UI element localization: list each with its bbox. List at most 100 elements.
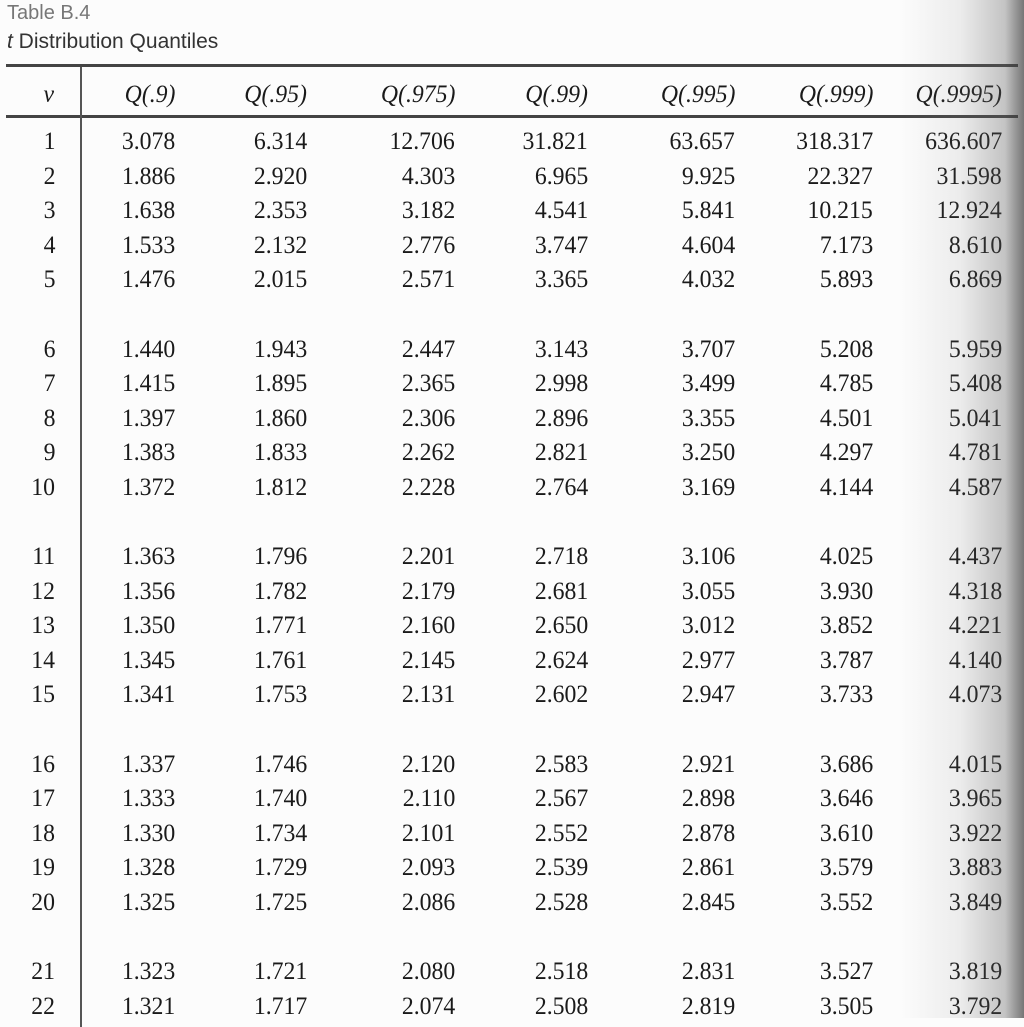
cell-q-0-975: 4.303 xyxy=(401,162,455,190)
cell-q-0-9995: 4.015 xyxy=(948,750,1002,778)
cell-q-0-999: 3.852 xyxy=(819,612,873,640)
cell-q-0-9: 1.363 xyxy=(121,543,175,570)
cell-q-0-99: 2.624 xyxy=(534,646,588,674)
cell-q-0-995: 3.707 xyxy=(681,335,735,363)
cell-q-0-95: 1.729 xyxy=(253,854,307,882)
cell-q-0-99: 31.821 xyxy=(522,128,588,155)
cell-q-0-9: 1.328 xyxy=(121,854,175,882)
cell-q-0-999: 3.610 xyxy=(819,819,873,847)
cell-q-0-95: 1.796 xyxy=(253,543,307,570)
cell-q-0-999: 3.579 xyxy=(819,854,873,882)
cell-q-0-995: 4.032 xyxy=(681,266,735,294)
header-nu: ν xyxy=(43,81,54,108)
cell-q-0-975: 2.110 xyxy=(402,785,455,813)
cell-q-0-995: 2.977 xyxy=(681,646,735,674)
cell-q-0-9995: 4.318 xyxy=(948,577,1002,605)
table-label: Table B.4 xyxy=(7,2,91,24)
cell-q-0-9995: 3.819 xyxy=(948,958,1002,985)
cell-q-0-9995: 636.607 xyxy=(924,128,1002,155)
cell-q-0-999: 3.686 xyxy=(819,750,873,778)
cell-q-0-9: 1.330 xyxy=(121,819,175,847)
cell-q-0-995: 3.169 xyxy=(681,473,735,501)
cell-nu: 12 xyxy=(31,577,55,605)
cell-q-0-995: 63.657 xyxy=(669,128,735,155)
cell-q-0-975: 2.080 xyxy=(401,958,455,985)
cell-q-0-95: 6.314 xyxy=(253,128,307,155)
cell-nu: 9 xyxy=(43,439,55,467)
cell-nu: 14 xyxy=(31,646,55,674)
header-q-0-9: Q(.9) xyxy=(124,81,175,108)
cell-q-0-95: 1.725 xyxy=(253,888,307,916)
cell-q-0-995: 2.861 xyxy=(681,854,735,882)
cell-q-0-99: 2.567 xyxy=(534,785,588,813)
cell-q-0-9995: 3.883 xyxy=(948,854,1002,882)
header-q-0-95: Q(.95) xyxy=(244,81,307,108)
cell-q-0-995: 2.831 xyxy=(681,958,735,985)
cell-q-0-99: 2.681 xyxy=(534,577,588,605)
cell-q-0-9: 1.533 xyxy=(121,231,175,259)
cell-q-0-9995: 5.041 xyxy=(948,404,1002,432)
cell-q-0-99: 2.518 xyxy=(534,958,588,985)
cell-q-0-975: 2.160 xyxy=(401,612,455,640)
cell-nu: 18 xyxy=(31,819,55,847)
cell-q-0-999: 7.173 xyxy=(819,231,873,259)
cell-q-0-999: 3.733 xyxy=(819,681,873,709)
cell-q-0-99: 2.539 xyxy=(534,854,588,882)
cell-q-0-95: 1.721 xyxy=(253,958,307,985)
cell-q-0-975: 2.201 xyxy=(401,543,455,570)
cell-q-0-999: 318.317 xyxy=(795,128,873,155)
cell-q-0-9995: 6.869 xyxy=(948,266,1002,294)
cell-q-0-995: 2.845 xyxy=(681,888,735,916)
cell-q-0-975: 2.120 xyxy=(401,750,455,778)
cell-q-0-99: 6.965 xyxy=(534,162,588,190)
cell-nu: 13 xyxy=(31,612,55,640)
cell-q-0-999: 3.552 xyxy=(819,888,873,916)
cell-q-0-9995: 4.221 xyxy=(948,612,1002,640)
cell-q-0-99: 3.747 xyxy=(534,231,588,259)
cell-q-0-95: 1.782 xyxy=(253,577,307,605)
cell-q-0-995: 3.355 xyxy=(681,404,735,432)
cell-q-0-95: 1.740 xyxy=(253,785,307,813)
cell-q-0-9995: 5.408 xyxy=(948,370,1002,398)
cell-q-0-9995: 3.792 xyxy=(948,992,1002,1020)
cell-q-0-975: 2.447 xyxy=(401,335,455,363)
cell-q-0-99: 4.541 xyxy=(534,197,588,225)
cell-q-0-995: 3.012 xyxy=(681,612,735,640)
header-q-0-995: Q(.995) xyxy=(660,81,735,108)
cell-q-0-9995: 4.140 xyxy=(948,646,1002,674)
cell-q-0-999: 4.297 xyxy=(819,439,873,467)
cell-q-0-9995: 3.849 xyxy=(948,888,1002,916)
cell-q-0-9: 1.886 xyxy=(121,162,175,190)
cell-q-0-9: 1.323 xyxy=(121,958,175,985)
cell-q-0-975: 2.145 xyxy=(401,646,455,674)
cell-q-0-95: 2.920 xyxy=(253,162,307,190)
cell-nu: 7 xyxy=(43,370,55,398)
cell-nu: 8 xyxy=(43,404,55,432)
cell-q-0-975: 2.365 xyxy=(401,370,455,398)
cell-q-0-95: 1.734 xyxy=(253,819,307,847)
cell-q-0-9: 1.415 xyxy=(121,370,175,398)
cell-q-0-99: 2.896 xyxy=(534,404,588,432)
cell-nu: 11 xyxy=(32,543,55,570)
cell-q-0-9995: 4.073 xyxy=(948,681,1002,709)
cell-q-0-99: 2.718 xyxy=(534,543,588,570)
cell-q-0-999: 10.215 xyxy=(807,197,873,225)
cell-q-0-9: 1.356 xyxy=(121,577,175,605)
table-title-text: Distribution Quantiles xyxy=(12,30,219,53)
cell-q-0-9: 1.397 xyxy=(121,404,175,432)
cell-q-0-975: 12.706 xyxy=(389,128,455,155)
cell-q-0-975: 2.179 xyxy=(401,577,455,605)
cell-q-0-975: 2.776 xyxy=(401,231,455,259)
cell-q-0-99: 2.602 xyxy=(534,681,588,709)
cell-q-0-995: 9.925 xyxy=(681,162,735,190)
cell-q-0-995: 3.055 xyxy=(681,577,735,605)
cell-q-0-99: 2.552 xyxy=(534,819,588,847)
cell-nu: 22 xyxy=(31,992,55,1020)
cell-nu: 6 xyxy=(43,335,55,363)
cell-q-0-95: 1.943 xyxy=(253,335,307,363)
cell-q-0-999: 4.501 xyxy=(819,404,873,432)
cell-nu: 20 xyxy=(31,888,55,916)
cell-nu: 10 xyxy=(31,473,55,501)
cell-q-0-95: 1.717 xyxy=(253,992,307,1020)
cell-q-0-9: 1.383 xyxy=(121,439,175,467)
